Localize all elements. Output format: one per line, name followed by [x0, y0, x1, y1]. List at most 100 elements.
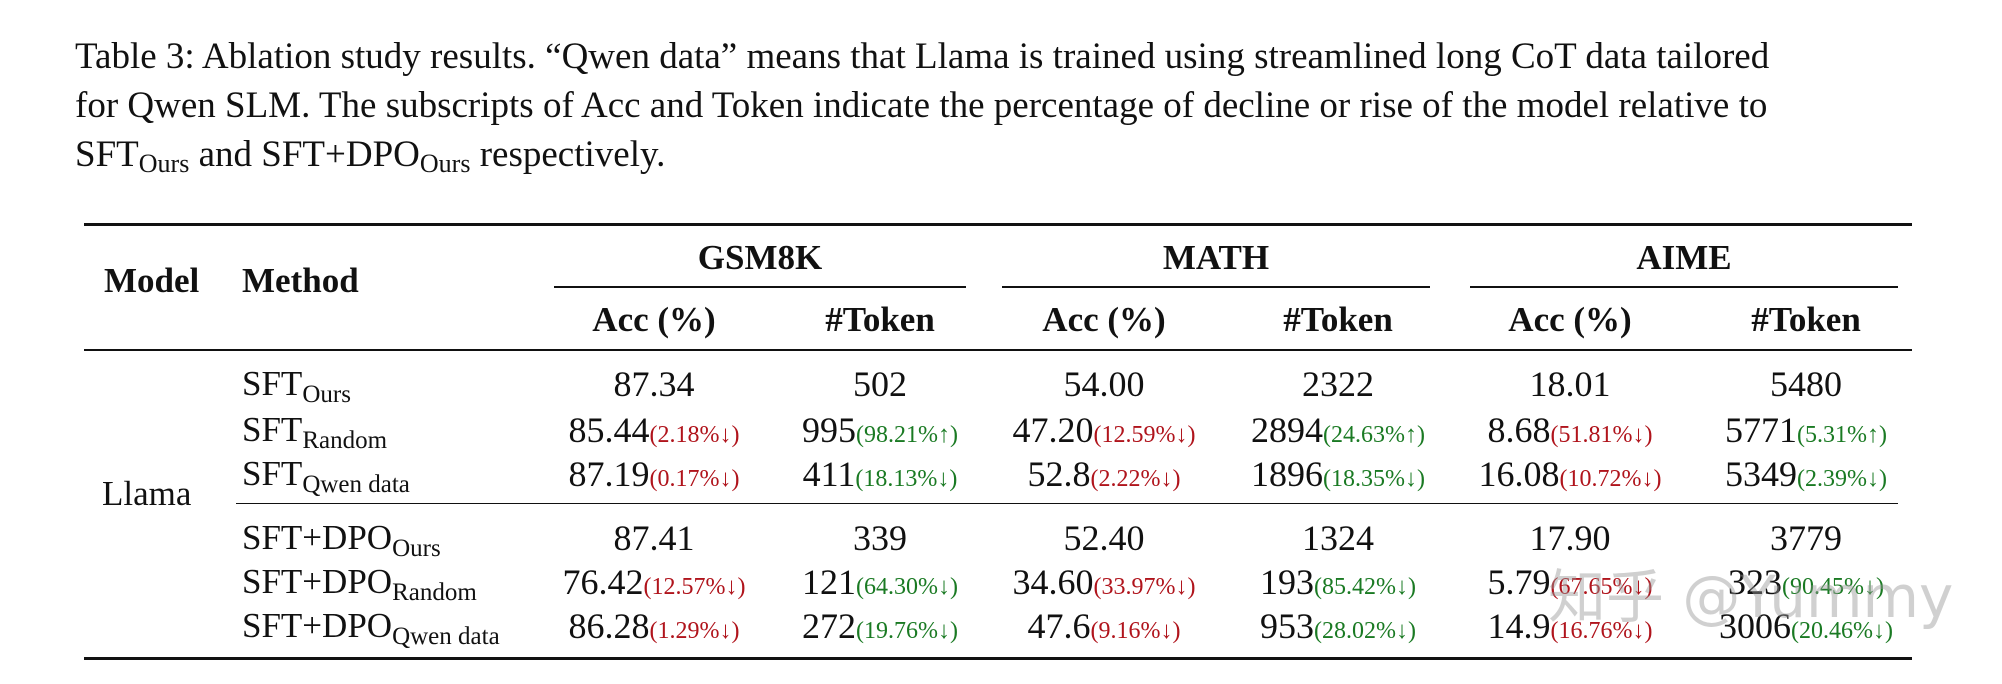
- cell-value: 5.79: [1487, 562, 1551, 602]
- cell-math-acc: 52.8(2.22%↓): [984, 452, 1224, 501]
- cell-gsm8k-acc: 87.19(0.17%↓): [534, 452, 774, 501]
- cell-change-percent: (2.39%↓): [1797, 466, 1887, 492]
- cell-gsm8k-acc: 86.28(1.29%↓): [534, 604, 774, 653]
- method-label: SFT+DPOOurs: [242, 518, 441, 562]
- cell-value: 8.68: [1487, 410, 1551, 450]
- cell-value: 193: [1260, 562, 1314, 602]
- cell-change-percent: (1.29%↓): [649, 618, 740, 644]
- cell-value: 85.44: [568, 410, 650, 450]
- header-math-acc: Acc (%): [1042, 300, 1166, 339]
- cell-value: 323: [1728, 562, 1782, 602]
- method-label: SFTQwen data: [242, 454, 410, 498]
- method-label: SFT+DPOQwen data: [242, 606, 500, 650]
- cell-change-percent: (85.42%↓): [1314, 574, 1416, 600]
- table-top-rule: [84, 223, 1912, 226]
- cell-value: 995: [802, 410, 856, 450]
- table-header-rule: [84, 349, 1912, 351]
- cell-change-percent: (51.81%↓): [1550, 422, 1653, 448]
- cell-change-percent: (10.72%↓): [1559, 466, 1662, 492]
- cell-gsm8k-token: 121(64.30%↓): [760, 560, 1000, 609]
- cell-change-percent: (33.97%↓): [1093, 574, 1196, 600]
- header-model: Model: [104, 261, 200, 300]
- cell-value: 5349: [1725, 454, 1797, 494]
- table-caption: Table 3: Ablation study results. “Qwen d…: [75, 32, 1935, 179]
- caption-line-2: for Qwen SLM. The subscripts of Acc and …: [75, 85, 1768, 126]
- method-label: SFTRandom: [242, 410, 388, 454]
- cell-math-acc: 34.60(33.97%↓): [984, 560, 1224, 609]
- cell-change-percent: (2.22%↓): [1090, 466, 1181, 492]
- cell-value: 47.6: [1027, 606, 1091, 646]
- cell-value: 87.19: [568, 454, 650, 494]
- cell-value: 47.20: [1012, 410, 1094, 450]
- cell-value: 272: [802, 606, 856, 646]
- cell-value: 16.08: [1478, 454, 1560, 494]
- cell-change-percent: (18.13%↓): [855, 466, 958, 492]
- cell-math-token: 2894(24.63%↑): [1218, 408, 1458, 457]
- table-bottom-rule: [84, 657, 1912, 660]
- cell-aime-acc: 14.9(16.76%↓): [1450, 604, 1690, 653]
- cell-value: 2322: [1302, 364, 1374, 404]
- method-label: SFT+DPORandom: [242, 562, 477, 606]
- cell-change-percent: (9.16%↓): [1090, 618, 1181, 644]
- cell-gsm8k-token: 502: [760, 362, 1000, 406]
- cell-change-percent: (12.57%↓): [643, 574, 746, 600]
- header-gsm8k-token: #Token: [825, 300, 935, 339]
- cell-value: 52.8: [1027, 454, 1091, 494]
- caption-line-3: SFTOurs and SFT+DPOOurs respectively.: [75, 134, 666, 178]
- cell-change-percent: (67.65%↓): [1550, 574, 1653, 600]
- cell-value: 17.90: [1529, 518, 1611, 558]
- cell-math-token: 1896(18.35%↓): [1218, 452, 1458, 501]
- cell-value: 5771: [1725, 410, 1797, 450]
- header-aime-acc: Acc (%): [1508, 300, 1632, 339]
- model-name-llama: Llama: [102, 474, 192, 513]
- cell-change-percent: (20.46%↓): [1791, 618, 1893, 644]
- cell-change-percent: (28.02%↓): [1314, 618, 1416, 644]
- cell-gsm8k-acc: 76.42(12.57%↓): [534, 560, 774, 609]
- cell-gsm8k-token: 272(19.76%↓): [760, 604, 1000, 653]
- cell-aime-acc: 8.68(51.81%↓): [1450, 408, 1690, 457]
- cell-change-percent: (18.35%↓): [1323, 466, 1425, 492]
- cell-change-percent: (64.30%↓): [856, 574, 958, 600]
- cell-value: 5480: [1770, 364, 1842, 404]
- aime-cmidrule: [1470, 286, 1898, 288]
- cell-value: 87.41: [613, 518, 695, 558]
- cell-value: 411: [802, 454, 856, 494]
- cell-aime-acc: 18.01: [1450, 362, 1690, 406]
- cell-value: 54.00: [1063, 364, 1145, 404]
- method-group-separator: [236, 503, 1898, 504]
- method-label: SFTOurs: [242, 364, 351, 408]
- cell-change-percent: (24.63%↑): [1323, 422, 1425, 448]
- cell-value: 14.9: [1487, 606, 1551, 646]
- watermark: 知乎 @Yummy: [1548, 563, 1954, 631]
- cell-math-acc: 47.20(12.59%↓): [984, 408, 1224, 457]
- cell-math-acc: 54.00: [984, 362, 1224, 406]
- math-cmidrule: [1002, 286, 1430, 288]
- cell-value: 52.40: [1063, 518, 1145, 558]
- cell-aime-token: 5480: [1686, 362, 1926, 406]
- cell-change-percent: (0.17%↓): [649, 466, 740, 492]
- cell-aime-token: 3006(20.46%↓): [1686, 604, 1926, 653]
- caption-label: Table 3:: [75, 36, 195, 77]
- cell-aime-token: 5349(2.39%↓): [1686, 452, 1926, 501]
- cell-math-token: 953(28.02%↓): [1218, 604, 1458, 653]
- cell-change-percent: (98.21%↑): [856, 422, 958, 448]
- cell-gsm8k-token: 339: [760, 516, 1000, 560]
- cell-value: 121: [802, 562, 856, 602]
- cell-value: 76.42: [562, 562, 644, 602]
- header-method: Method: [242, 261, 359, 300]
- header-gsm8k: GSM8K: [697, 238, 823, 277]
- cell-math-token: 193(85.42%↓): [1218, 560, 1458, 609]
- cell-value: 953: [1260, 606, 1314, 646]
- cell-value: 502: [853, 364, 907, 404]
- cell-gsm8k-token: 995(98.21%↑): [760, 408, 1000, 457]
- cell-aime-token: 5771(5.31%↑): [1686, 408, 1926, 457]
- cell-math-acc: 47.6(9.16%↓): [984, 604, 1224, 653]
- cell-value: 2894: [1251, 410, 1323, 450]
- cell-value: 1896: [1251, 454, 1323, 494]
- cell-math-token: 1324: [1218, 516, 1458, 560]
- cell-value: 3779: [1770, 518, 1842, 558]
- header-gsm8k-acc: Acc (%): [592, 300, 716, 339]
- cell-gsm8k-acc: 85.44(2.18%↓): [534, 408, 774, 457]
- cell-change-percent: (5.31%↑): [1797, 422, 1887, 448]
- header-math: MATH: [1162, 238, 1270, 277]
